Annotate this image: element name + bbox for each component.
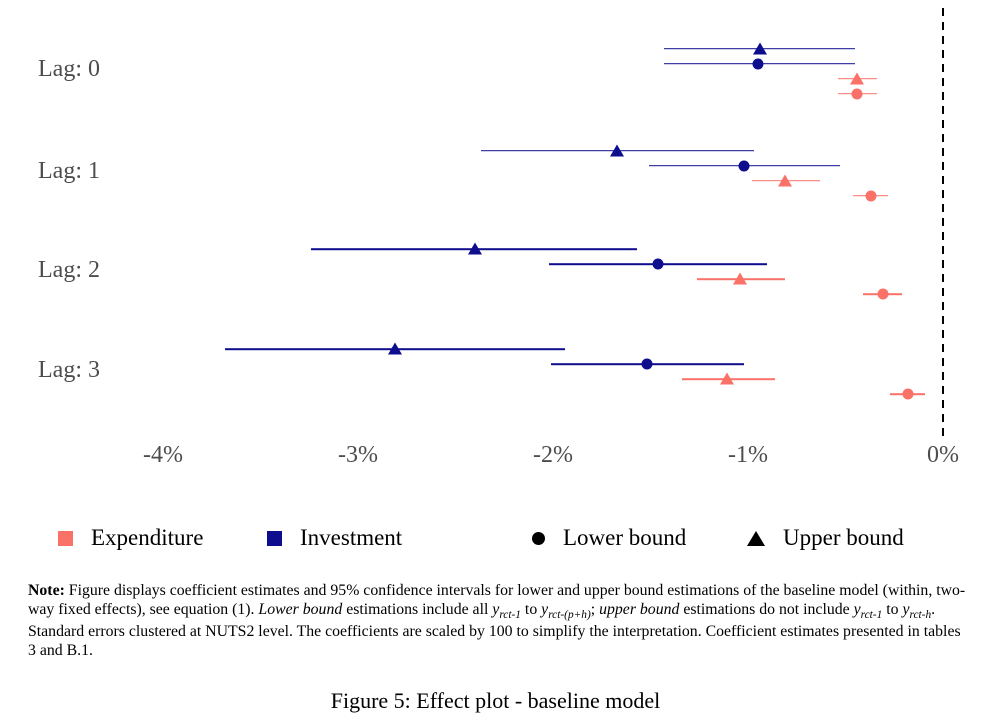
lower-bound-circle-marker [738, 160, 750, 171]
x-tick-label: -2% [533, 442, 573, 468]
lower-bound-circle-marker [752, 58, 764, 69]
plot-area: Lag: 0 Lag: 1 Lag: 2 Lag: 3 -4% -3% -2% -1% 0% [38, 8, 959, 468]
note-segment: Figure displays coefficient estimates an… [28, 582, 966, 618]
x-tick-label: -4% [143, 442, 183, 468]
upper-bound-triangle-marker [733, 272, 748, 285]
legend-label: Expenditure [91, 525, 204, 550]
legend-label: Upper bound [783, 525, 904, 550]
note-segment: Lower bound [258, 600, 343, 618]
upper-bound-triangle-marker [610, 144, 625, 157]
zero-reference-line [942, 8, 944, 438]
legend: Expenditure Investment Lower bound Upper bo… [0, 520, 991, 556]
note-segment: . Standard errors clustered at NUTS2 lev… [28, 600, 961, 659]
note-segment: to [882, 600, 903, 618]
legend-item-investment: Investment [267, 520, 402, 556]
legend-label: Investment [300, 525, 403, 550]
x-tick-label: -3% [338, 442, 378, 468]
note-segment: to [520, 600, 542, 618]
x-tick-label: 0% [927, 442, 959, 468]
lower-bound-circle-marker [851, 88, 863, 99]
triangle-swatch-icon [747, 530, 765, 546]
legend-item-lower-bound: Lower bound [532, 520, 686, 556]
group-label: Lag: 3 [38, 356, 100, 383]
note-segment: ; [590, 600, 600, 618]
group-label: Lag: 1 [38, 158, 100, 184]
lower-bound-circle-marker [652, 258, 664, 270]
lower-bound-circle-marker [865, 190, 877, 201]
x-tick-label: -1% [728, 442, 768, 468]
note-segment: yrct-1 [853, 600, 883, 622]
note-segment: Note: [28, 582, 65, 599]
upper-bound-triangle-marker [719, 372, 734, 385]
upper-bound-triangle-marker [850, 72, 865, 85]
lower-bound-circle-marker [641, 358, 653, 370]
upper-bound-triangle-marker [778, 174, 793, 187]
lower-bound-circle-marker [877, 288, 889, 300]
legend-item-upper-bound: Upper bound [747, 520, 904, 556]
group-label: Lag: 0 [38, 56, 100, 82]
note-segment: yrct-1 [492, 600, 521, 622]
square-swatch-icon [58, 530, 73, 546]
legend-item-expenditure: Expenditure [58, 520, 203, 556]
circle-swatch-icon [532, 531, 545, 545]
note-segment: yrct-(p+h) [541, 600, 591, 622]
upper-bound-triangle-marker [468, 242, 482, 255]
upper-bound-triangle-marker [752, 42, 767, 55]
legend-label: Lower bound [563, 525, 687, 550]
note-segment: estimations do not include [679, 600, 854, 618]
square-swatch-icon [267, 530, 282, 546]
note-segment: yrct-h [902, 600, 932, 622]
note-segment: upper bound [599, 600, 680, 618]
note-text: Note: Figure displays coefficient estima… [28, 582, 966, 661]
group-label: Lag: 2 [38, 256, 100, 283]
upper-bound-triangle-marker [388, 342, 403, 355]
note-segment: estimations include all [342, 600, 493, 618]
figure-caption: Figure 5: Effect plot - baseline model [330, 688, 661, 713]
lower-bound-circle-marker [902, 388, 914, 400]
